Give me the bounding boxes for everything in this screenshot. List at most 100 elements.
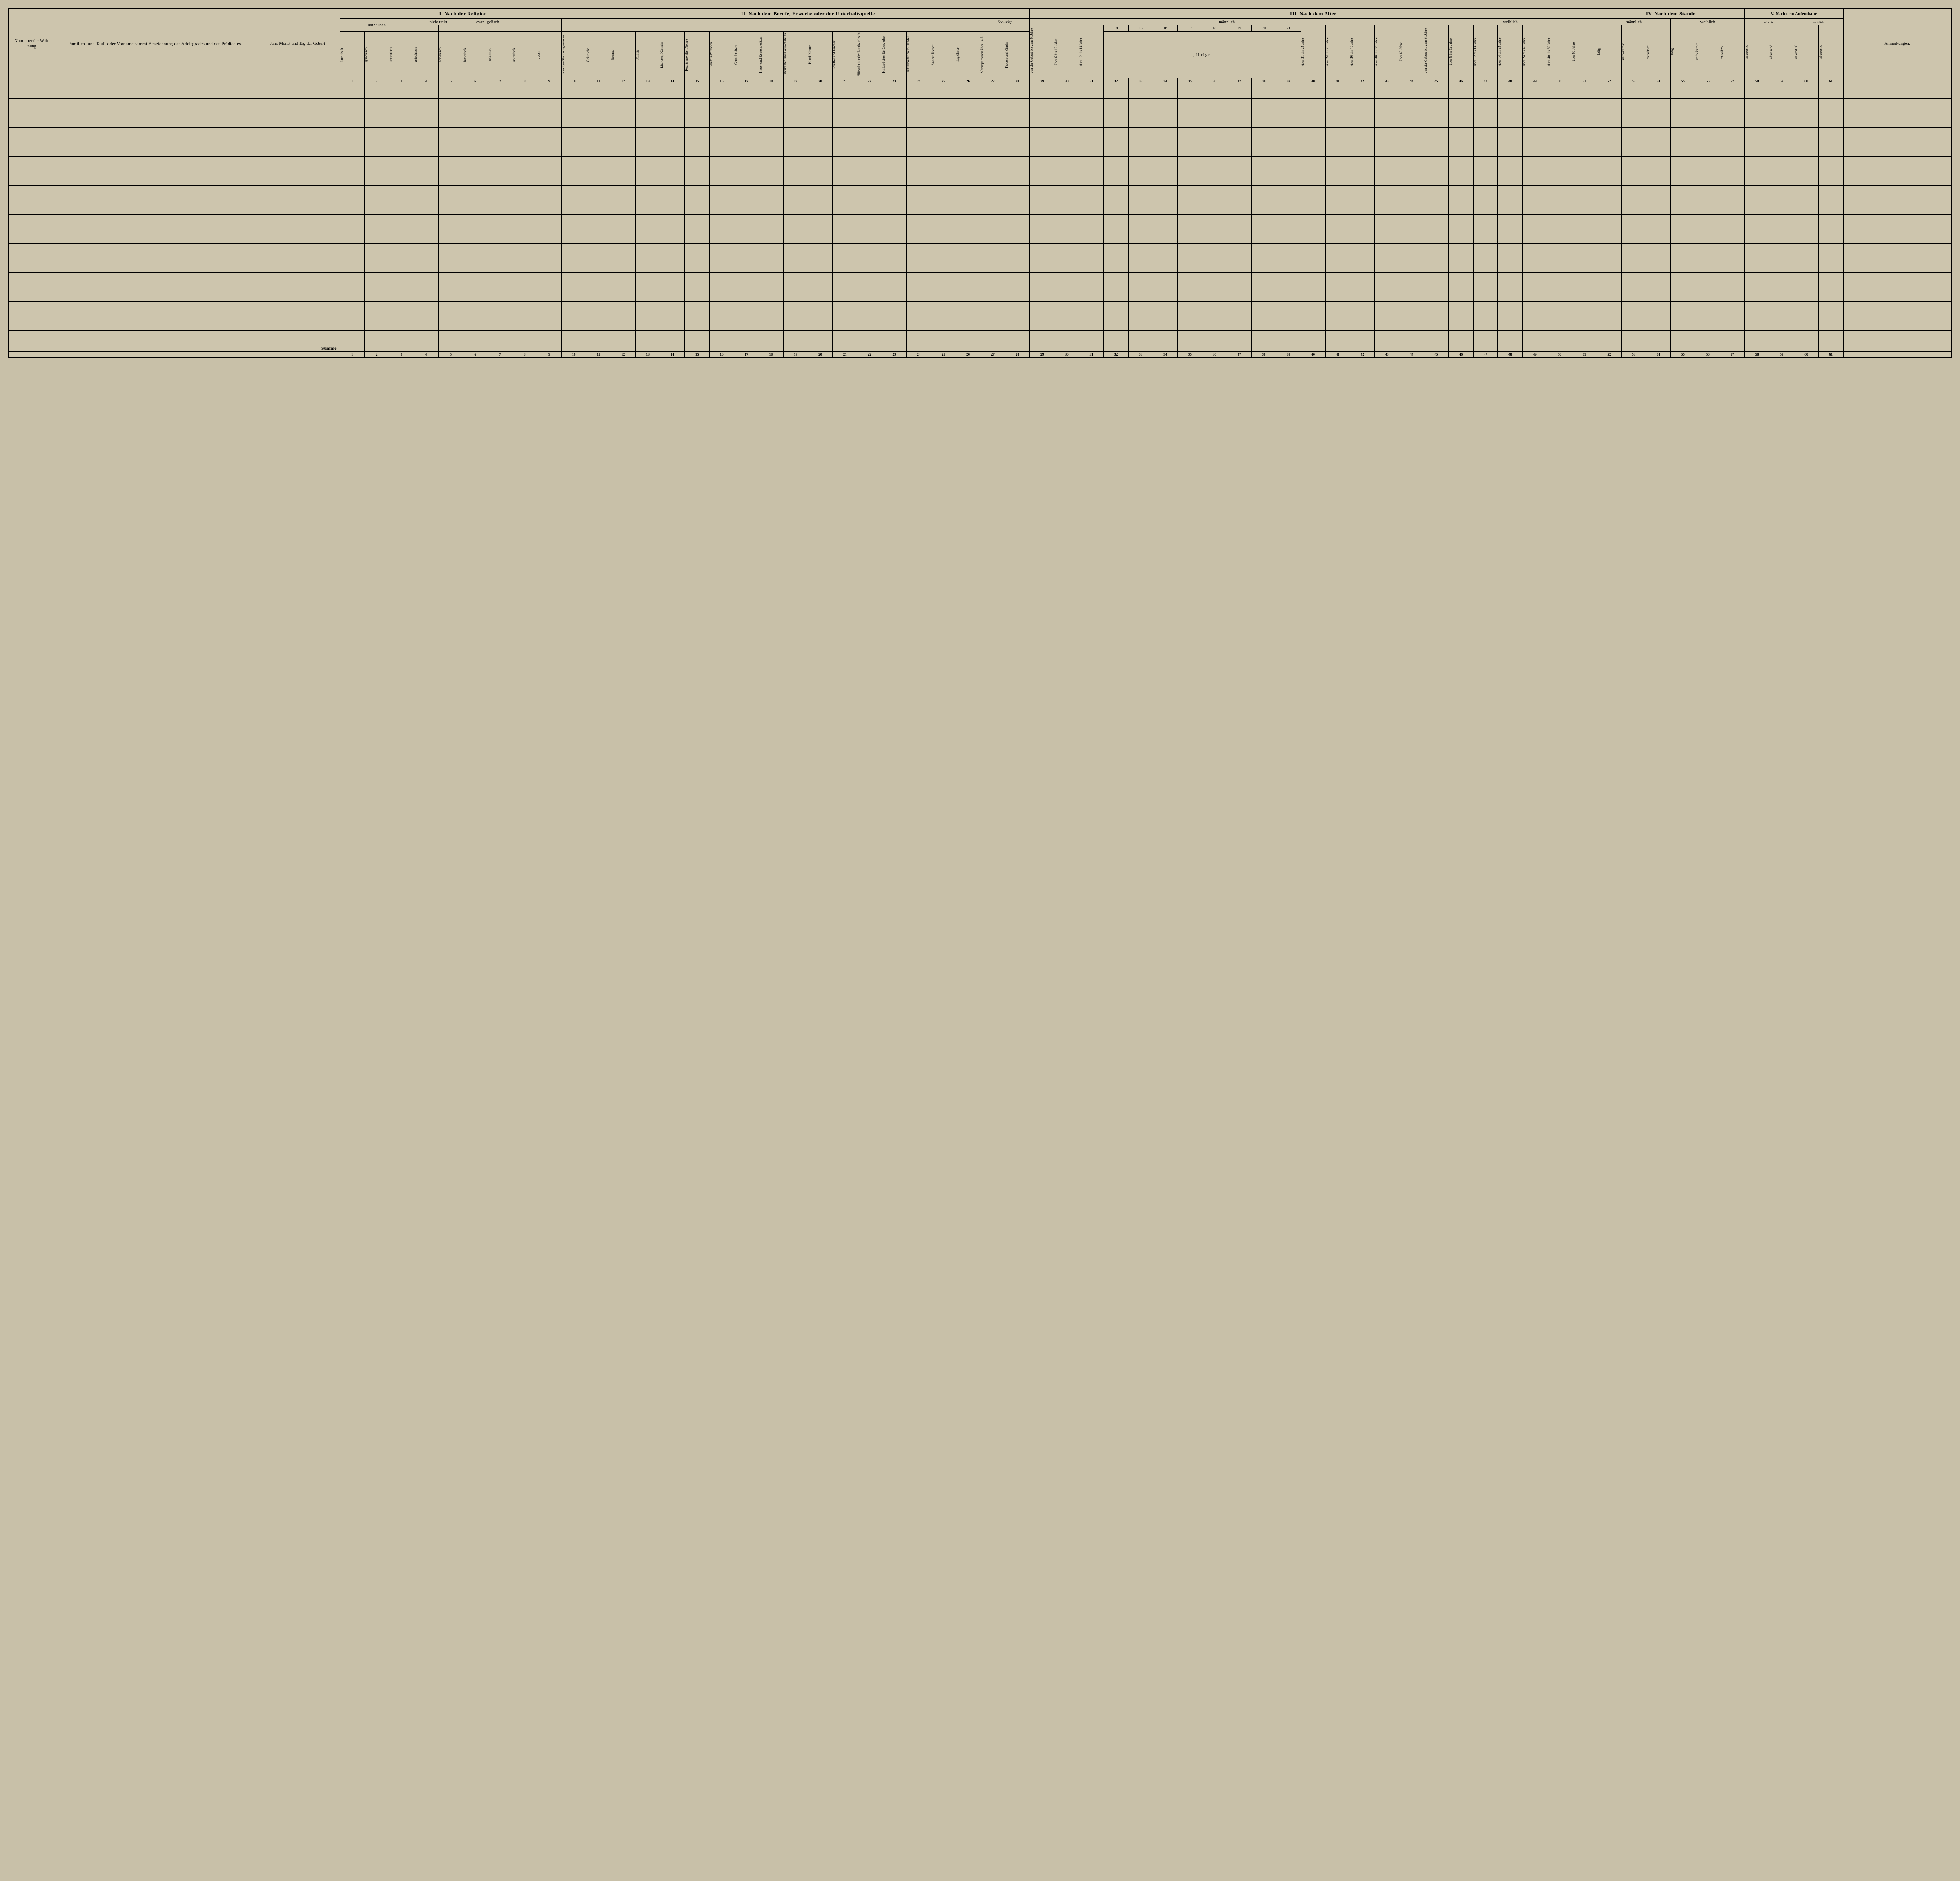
data-cell[interactable] xyxy=(734,258,759,273)
data-cell[interactable] xyxy=(1671,99,1695,113)
data-cell[interactable] xyxy=(906,215,931,229)
data-cell[interactable] xyxy=(512,171,537,186)
data-cell[interactable] xyxy=(1054,186,1079,200)
data-cell[interactable] xyxy=(1671,229,1695,244)
data-cell[interactable] xyxy=(1128,302,1153,316)
data-cell[interactable] xyxy=(759,287,783,302)
data-cell[interactable] xyxy=(1202,302,1227,316)
data-cell[interactable] xyxy=(956,316,980,331)
data-cell[interactable] xyxy=(783,142,808,157)
data-cell[interactable] xyxy=(389,200,414,215)
data-cell[interactable] xyxy=(340,215,365,229)
data-cell[interactable] xyxy=(9,316,55,331)
data-cell[interactable] xyxy=(1547,200,1572,215)
data-cell[interactable] xyxy=(1054,99,1079,113)
data-cell[interactable] xyxy=(956,186,980,200)
data-cell[interactable] xyxy=(1252,331,1276,345)
data-cell[interactable] xyxy=(1498,244,1523,258)
data-cell[interactable] xyxy=(1128,273,1153,287)
data-cell[interactable] xyxy=(857,113,882,128)
data-cell[interactable] xyxy=(635,128,660,142)
data-cell[interactable] xyxy=(1005,200,1030,215)
data-cell[interactable] xyxy=(537,229,562,244)
data-cell[interactable] xyxy=(1621,186,1646,200)
data-cell[interactable] xyxy=(1202,258,1227,273)
data-cell[interactable] xyxy=(1621,142,1646,157)
data-cell[interactable] xyxy=(1005,84,1030,99)
data-cell[interactable] xyxy=(1079,171,1104,186)
data-cell[interactable] xyxy=(389,142,414,157)
data-cell[interactable] xyxy=(1769,258,1794,273)
data-cell[interactable] xyxy=(611,302,635,316)
data-cell[interactable] xyxy=(1276,244,1301,258)
data-cell[interactable] xyxy=(586,99,611,113)
data-cell[interactable] xyxy=(1301,258,1325,273)
data-cell[interactable] xyxy=(1818,157,1843,171)
data-cell[interactable] xyxy=(1695,273,1720,287)
data-cell[interactable] xyxy=(1375,331,1399,345)
data-cell[interactable] xyxy=(882,200,907,215)
data-cell[interactable] xyxy=(734,171,759,186)
data-cell[interactable] xyxy=(1448,113,1473,128)
data-cell[interactable] xyxy=(1128,84,1153,99)
data-cell[interactable] xyxy=(389,128,414,142)
data-cell[interactable] xyxy=(1103,244,1128,258)
data-cell[interactable] xyxy=(1597,316,1621,331)
data-cell[interactable] xyxy=(1843,99,1951,113)
data-cell[interactable] xyxy=(857,287,882,302)
data-cell[interactable] xyxy=(611,113,635,128)
data-cell[interactable] xyxy=(1547,157,1572,171)
data-cell[interactable] xyxy=(1498,258,1523,273)
data-cell[interactable] xyxy=(1523,200,1547,215)
data-cell[interactable] xyxy=(1350,215,1375,229)
data-cell[interactable] xyxy=(1350,331,1375,345)
data-cell[interactable] xyxy=(1350,258,1375,273)
data-cell[interactable] xyxy=(1030,200,1054,215)
data-cell[interactable] xyxy=(906,157,931,171)
data-cell[interactable] xyxy=(931,157,956,171)
data-cell[interactable] xyxy=(1769,200,1794,215)
data-cell[interactable] xyxy=(1227,84,1252,99)
data-cell[interactable] xyxy=(1128,113,1153,128)
data-cell[interactable] xyxy=(660,157,685,171)
data-cell[interactable] xyxy=(1745,142,1769,157)
data-cell[interactable] xyxy=(1818,99,1843,113)
data-cell[interactable] xyxy=(365,215,389,229)
data-cell[interactable] xyxy=(414,99,439,113)
data-cell[interactable] xyxy=(1473,186,1498,200)
data-cell[interactable] xyxy=(1769,84,1794,99)
data-cell[interactable] xyxy=(1252,142,1276,157)
data-cell[interactable] xyxy=(1498,142,1523,157)
data-cell[interactable] xyxy=(414,244,439,258)
data-cell[interactable] xyxy=(808,113,833,128)
data-cell[interactable] xyxy=(660,215,685,229)
data-cell[interactable] xyxy=(1399,186,1424,200)
data-cell[interactable] xyxy=(882,157,907,171)
data-cell[interactable] xyxy=(759,316,783,331)
data-cell[interactable] xyxy=(882,229,907,244)
data-cell[interactable] xyxy=(9,99,55,113)
data-cell[interactable] xyxy=(1621,302,1646,316)
data-cell[interactable] xyxy=(512,229,537,244)
data-cell[interactable] xyxy=(488,215,512,229)
data-cell[interactable] xyxy=(9,258,55,273)
data-cell[interactable] xyxy=(931,287,956,302)
data-cell[interactable] xyxy=(537,215,562,229)
data-cell[interactable] xyxy=(734,99,759,113)
data-cell[interactable] xyxy=(1769,273,1794,287)
data-cell[interactable] xyxy=(783,287,808,302)
data-cell[interactable] xyxy=(55,186,255,200)
data-cell[interactable] xyxy=(1399,142,1424,157)
data-cell[interactable] xyxy=(1153,258,1178,273)
data-cell[interactable] xyxy=(9,142,55,157)
data-cell[interactable] xyxy=(808,287,833,302)
data-cell[interactable] xyxy=(882,142,907,157)
data-cell[interactable] xyxy=(1720,316,1745,331)
data-cell[interactable] xyxy=(1769,331,1794,345)
data-cell[interactable] xyxy=(1572,171,1597,186)
data-cell[interactable] xyxy=(586,287,611,302)
data-cell[interactable] xyxy=(1745,215,1769,229)
data-cell[interactable] xyxy=(759,273,783,287)
data-cell[interactable] xyxy=(660,84,685,99)
data-cell[interactable] xyxy=(586,258,611,273)
